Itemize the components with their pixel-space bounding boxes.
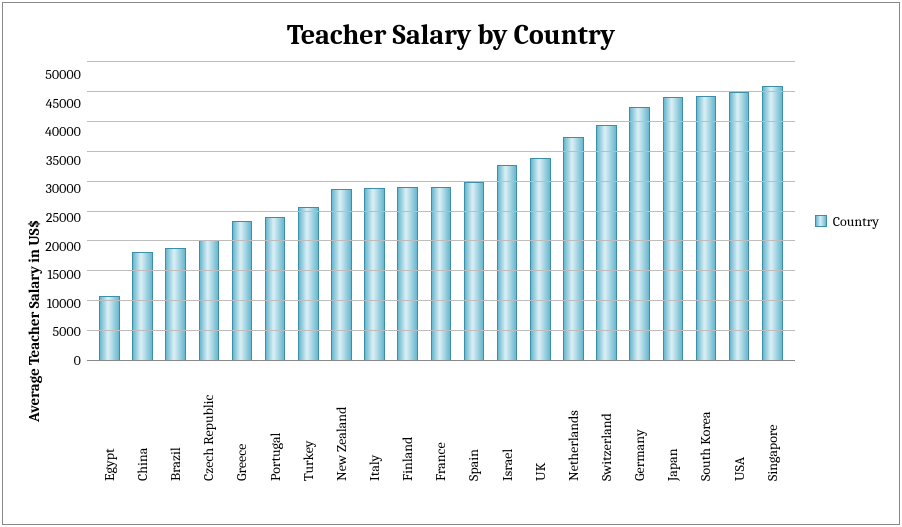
y-tick: 30000 [45, 182, 81, 196]
x-label-slot: Turkey [292, 365, 325, 481]
y-tick: 25000 [45, 211, 81, 225]
x-labels-inner: Egypt China Brazil Czech Republic Greece Port… [93, 365, 789, 481]
bar [331, 189, 352, 360]
plot-row: 0500010000150002000025000300003500040000… [45, 61, 795, 361]
bar [596, 125, 617, 360]
bar [232, 221, 253, 360]
x-label-slot: Japan [656, 365, 689, 481]
bar [132, 252, 153, 360]
x-label-slot: South Korea [689, 365, 722, 481]
gridline [87, 151, 795, 152]
y-tick: 40000 [45, 125, 81, 139]
gridline [87, 240, 795, 241]
x-label-slot: Italy [358, 365, 391, 481]
y-tick: 15000 [45, 268, 81, 282]
bar [265, 217, 286, 360]
bar [165, 248, 186, 360]
bar [729, 92, 750, 361]
chart-title: Teacher Salary by Country [23, 19, 879, 51]
x-label-slot: Germany [623, 365, 656, 481]
x-tick-label: Singapore [764, 365, 781, 481]
x-tick-label: Turkey [300, 365, 317, 481]
chart-body: Average Teacher Salary in US$ 0 5000 10000… [23, 61, 879, 481]
x-tick-label: Spain [465, 365, 482, 481]
bar [431, 187, 452, 360]
x-tick-label: Netherlands [565, 365, 582, 481]
x-label-slot: Finland [391, 365, 424, 481]
x-spacer [51, 365, 93, 481]
y-axis-label: Average Teacher Salary in US$ [23, 61, 45, 481]
x-label-slot: Egypt [93, 365, 126, 481]
gridline [87, 121, 795, 122]
x-axis-labels: Egypt China Brazil Czech Republic Greece Port… [45, 361, 795, 481]
bar [563, 137, 584, 360]
x-tick-label: Switzerland [598, 365, 615, 481]
x-tick-label: New Zealand [333, 365, 350, 481]
gridline [87, 330, 795, 331]
x-tick-label: Japan [664, 365, 681, 481]
x-tick-label: Portugal [267, 365, 284, 481]
y-tick: 0 [45, 354, 81, 368]
gridline [87, 211, 795, 212]
x-tick-label: Greece [233, 365, 250, 481]
x-label-slot: Brazil [159, 365, 192, 481]
x-label-slot: Switzerland [590, 365, 623, 481]
y-tick: 45000 [45, 97, 81, 111]
x-label-slot: Netherlands [557, 365, 590, 481]
x-tick-label: Germany [631, 365, 648, 481]
x-tick-label: Israel [499, 365, 516, 481]
x-tick-label: UK [532, 365, 549, 481]
x-label-slot: France [424, 365, 457, 481]
chart-container: Teacher Salary by Country Average Teache… [2, 2, 900, 525]
gridline [87, 61, 795, 62]
x-tick-label: USA [731, 365, 748, 481]
bar [663, 97, 684, 360]
gridline [87, 300, 795, 301]
plot-area [87, 61, 795, 361]
x-tick-label: Egypt [101, 365, 118, 481]
x-tick-label: China [134, 365, 151, 481]
bar [629, 107, 650, 360]
y-tick: 20000 [45, 240, 81, 254]
x-tick-label: Czech Republic [200, 365, 217, 481]
x-tick-label: Italy [366, 365, 383, 481]
x-label-slot: Greece [225, 365, 258, 481]
x-label-slot: Spain [457, 365, 490, 481]
legend-swatch [815, 215, 827, 227]
bar [696, 96, 717, 360]
gridline [87, 181, 795, 182]
x-label-slot: New Zealand [325, 365, 358, 481]
legend: Country [795, 213, 879, 230]
y-tick: 35000 [45, 154, 81, 168]
legend-label: Country [833, 213, 879, 230]
x-tick-label: South Korea [697, 365, 714, 481]
y-tick: 50000 [45, 68, 81, 82]
plot-wrap: 0 5000 10000 15000 20000 25000 30000 35000 40000… [45, 61, 795, 481]
x-label-slot: USA [723, 365, 756, 481]
x-tick-label: Brazil [167, 365, 184, 481]
bar [397, 187, 418, 360]
bar [99, 296, 120, 360]
x-label-slot: UK [524, 365, 557, 481]
gridline [87, 270, 795, 271]
x-label-slot: Portugal [259, 365, 292, 481]
x-label-slot: Israel [491, 365, 524, 481]
gridline [87, 91, 795, 92]
y-axis-ticks: 0500010000150002000025000300003500040000… [45, 61, 87, 361]
y-tick: 5000 [45, 325, 81, 339]
y-tick: 10000 [45, 297, 81, 311]
bar [762, 86, 783, 360]
x-tick-label: Finland [399, 365, 416, 481]
x-tick-label: France [432, 365, 449, 481]
bar [364, 188, 385, 360]
x-label-slot: Singapore [756, 365, 789, 481]
x-label-slot: China [126, 365, 159, 481]
x-label-slot: Czech Republic [192, 365, 225, 481]
bar [298, 207, 319, 360]
